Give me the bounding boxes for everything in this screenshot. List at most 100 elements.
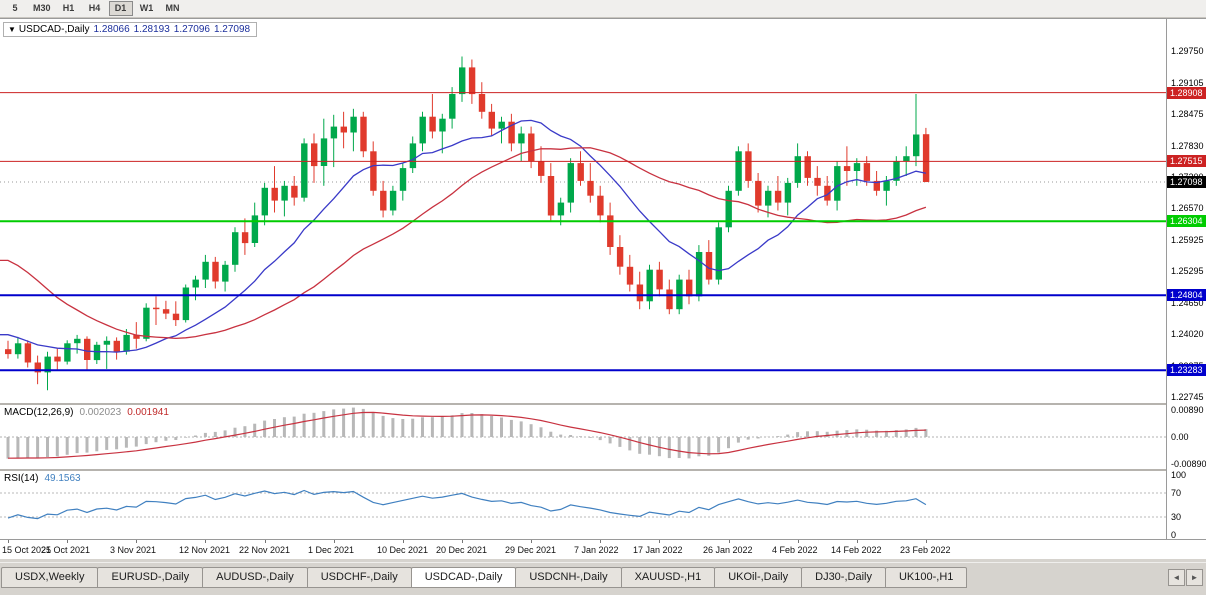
candle-body — [784, 182, 792, 203]
chart-tab-usdchf-daily[interactable]: USDCHF-,Daily — [306, 567, 412, 588]
timeframe-button-w1[interactable]: W1 — [139, 3, 154, 13]
candle-body — [873, 180, 880, 191]
chart-tabs: USDX,Weekly EURUSD-,Daily AUDUSD-,Daily USD… — [1, 567, 968, 588]
date-label: 7 Jan 2022 — [574, 545, 619, 555]
timeframe-button-m30[interactable]: M30 — [33, 3, 51, 13]
price-axis[interactable]: 1.297501.291051.284751.278301.272001.265… — [1166, 19, 1206, 540]
price-chart-panel[interactable]: ▼ USDCAD-,Daily 1.28066 1.28193 1.27096 1.270… — [0, 19, 1206, 403]
symbol-info-box: ▼ USDCAD-,Daily 1.28066 1.28193 1.27096 1.270… — [3, 22, 258, 37]
scroll-left-button[interactable]: ◄ — [1168, 569, 1185, 586]
date-tick — [136, 540, 137, 543]
candle-body — [538, 161, 545, 176]
date-tick — [462, 540, 463, 543]
date-label: 17 Jan 2022 — [633, 545, 683, 555]
candlestick-chart[interactable] — [0, 19, 1166, 403]
macd-tick-label: 0.00890 — [1171, 405, 1204, 415]
candle-body — [804, 156, 811, 178]
candle-body — [5, 349, 12, 355]
candle-body — [84, 338, 91, 360]
candle-body — [626, 266, 634, 285]
symbol-dropdown-icon[interactable]: ▼ — [8, 25, 16, 34]
date-tick — [729, 540, 730, 543]
candle-body — [419, 116, 426, 144]
chart-tab-ukoil-daily[interactable]: UKOil-,Daily — [714, 567, 803, 588]
candle-body — [498, 121, 505, 129]
chart-tab-uk100-h1[interactable]: UK100-,H1 — [884, 567, 968, 588]
candle-body — [508, 121, 515, 144]
candle-body — [281, 185, 288, 201]
rsi-line — [7, 489, 927, 520]
candle-body — [192, 279, 199, 288]
candle-body — [656, 269, 663, 290]
chart-tab-audusd-daily[interactable]: AUDUSD-,Daily — [202, 567, 308, 588]
candle-body — [14, 343, 22, 355]
candle-body — [597, 195, 604, 216]
panel-divider[interactable] — [0, 469, 1206, 471]
date-axis[interactable]: 15 Oct 2021 25 Oct 2021 3 Nov 2021 12 Nov 2… — [0, 539, 1206, 559]
price-tick-label: 1.27830 — [1171, 141, 1204, 151]
macd-name: MACD(12,26,9) — [4, 407, 74, 418]
candle-body — [143, 307, 150, 339]
timeframe-button-mn[interactable]: MN — [165, 3, 180, 13]
candle-body — [478, 94, 486, 112]
price-tick-label: 1.25925 — [1171, 235, 1204, 245]
candle-body — [843, 166, 851, 171]
candle-body — [113, 340, 120, 352]
panel-divider[interactable] — [0, 403, 1206, 405]
chart-tab-usdx-weekly[interactable]: USDX,Weekly — [1, 567, 99, 588]
candle-body — [153, 307, 160, 310]
date-label: 12 Nov 2021 — [179, 545, 231, 555]
macd-signal-value: 0.001941 — [127, 407, 169, 418]
candle-body — [686, 279, 693, 297]
candle-body — [567, 163, 574, 203]
date-tick — [403, 540, 404, 543]
price-tick-label: 1.24020 — [1171, 329, 1204, 339]
candle-body — [468, 67, 476, 95]
symbol-timeframe-label: USDCAD-,Daily — [18, 24, 90, 35]
rsi-value: 49.1563 — [44, 473, 81, 484]
ohlc-open-value: 1.28066 — [93, 24, 130, 35]
rsi-panel[interactable]: RSI(14) 49.1563 — [0, 471, 1206, 539]
price-tick-label: 1.22745 — [1171, 392, 1204, 402]
timeframe-button-d1[interactable]: D1 — [108, 1, 133, 16]
candle-body — [903, 156, 910, 162]
candle-body — [380, 190, 387, 211]
candle-body — [222, 264, 229, 282]
candle-body — [893, 161, 900, 181]
chart-tab-usdcnh-daily[interactable]: USDCNH-,Daily — [515, 567, 622, 588]
candle-body — [834, 166, 841, 201]
chart-tab-xauusd-h1[interactable]: XAUUSD-,H1 — [620, 567, 716, 588]
price-tick-label: 1.25295 — [1171, 266, 1204, 276]
chart-tab-usdcad-daily[interactable]: USDCAD-,Daily — [410, 567, 517, 588]
macd-panel[interactable]: MACD(12,26,9) 0.002023 0.001941 — [0, 405, 1206, 469]
chart-tab-dj30-daily[interactable]: DJ30-,Daily — [801, 567, 886, 588]
timeframe-button-h4[interactable]: H4 — [88, 3, 101, 13]
candle-body — [54, 356, 61, 362]
candle-body — [64, 343, 71, 362]
candle-body — [409, 143, 417, 169]
candle-body — [389, 190, 397, 211]
date-label: 22 Nov 2021 — [239, 545, 291, 555]
candle-body — [449, 94, 456, 119]
scroll-right-button[interactable]: ► — [1186, 569, 1203, 586]
date-label: 1 Dec 2021 — [308, 545, 355, 555]
candle-body — [172, 313, 180, 321]
candle-body — [24, 343, 32, 363]
date-label: 4 Feb 2022 — [772, 545, 818, 555]
candle-body — [528, 133, 535, 162]
timeframe-toolbar: 5 M30 H1 H4 D1 W1 MN — [0, 0, 1206, 18]
chart-tab-eurusd-daily[interactable]: EURUSD-,Daily — [97, 567, 204, 588]
candle-body — [725, 190, 732, 228]
candle-body — [320, 138, 328, 166]
candle-body — [745, 151, 752, 181]
timeframe-button-h1[interactable]: H1 — [62, 3, 75, 13]
date-label: 26 Jan 2022 — [703, 545, 753, 555]
date-tick — [67, 540, 68, 543]
price-tick-label: 1.29105 — [1171, 78, 1204, 88]
rsi-name: RSI(14) — [4, 473, 39, 484]
macd-chart — [0, 407, 1166, 459]
candle-body — [715, 227, 722, 280]
timeframe-button-5[interactable]: 5 — [12, 3, 18, 13]
rsi-chart — [0, 489, 1166, 520]
